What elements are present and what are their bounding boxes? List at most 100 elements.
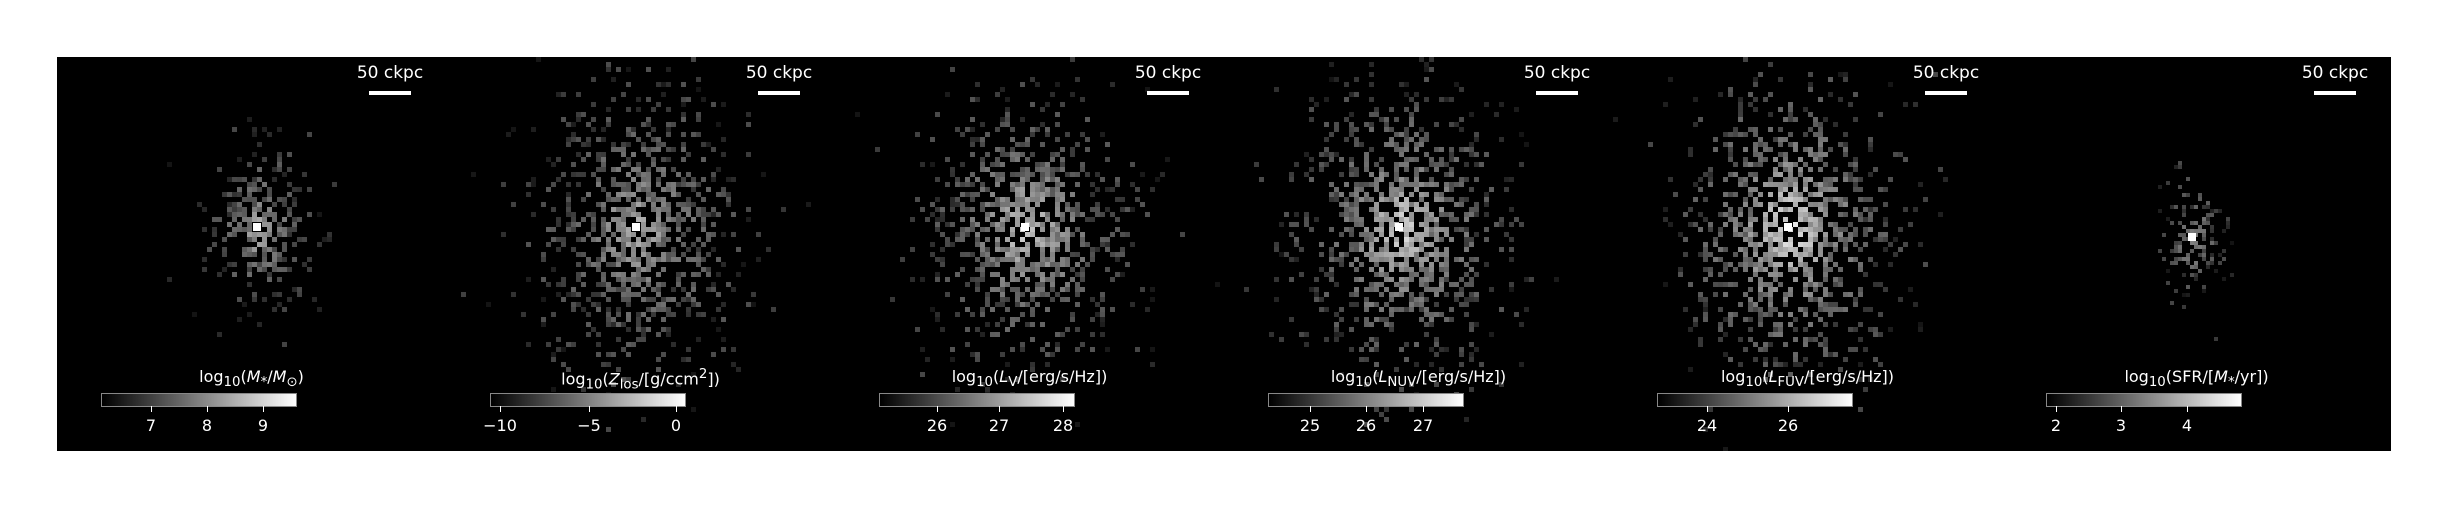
stellar-mass-map bbox=[167, 117, 337, 347]
map-pixel bbox=[1753, 147, 1758, 152]
map-pixel bbox=[1414, 207, 1419, 212]
map-pixel bbox=[1718, 212, 1723, 217]
map-pixel bbox=[257, 242, 262, 247]
map-pixel bbox=[1419, 257, 1424, 262]
map-pixel bbox=[302, 237, 307, 242]
map-pixel bbox=[631, 202, 636, 207]
map-pixel bbox=[1499, 247, 1504, 252]
map-pixel bbox=[1808, 82, 1813, 87]
map-pixel bbox=[1803, 247, 1808, 252]
map-pixel bbox=[1110, 252, 1115, 257]
map-pixel bbox=[1379, 412, 1384, 417]
map-pixel bbox=[1354, 222, 1359, 227]
map-pixel bbox=[1324, 152, 1329, 157]
map-pixel bbox=[1010, 232, 1015, 237]
map-pixel bbox=[1389, 217, 1394, 222]
map-pixel bbox=[656, 227, 661, 232]
colorbar-tick bbox=[1310, 406, 1311, 412]
map-pixel bbox=[636, 97, 641, 102]
map-pixel bbox=[1080, 237, 1085, 242]
map-pixel bbox=[1728, 312, 1733, 317]
map-pixel bbox=[1274, 87, 1279, 92]
map-pixel bbox=[1459, 227, 1464, 232]
map-pixel bbox=[526, 277, 531, 282]
map-pixel bbox=[920, 372, 925, 377]
map-pixel bbox=[292, 202, 297, 207]
map-pixel bbox=[1384, 127, 1389, 132]
map-pixel bbox=[1404, 242, 1409, 247]
map-pixel bbox=[237, 187, 242, 192]
map-pixel bbox=[1359, 197, 1364, 202]
map-pixel bbox=[287, 227, 292, 232]
map-pixel bbox=[287, 267, 292, 272]
map-pixel bbox=[1753, 172, 1758, 177]
map-pixel bbox=[1793, 187, 1798, 192]
map-pixel bbox=[1858, 217, 1863, 222]
map-pixel bbox=[1439, 277, 1444, 282]
map-pixel bbox=[1025, 267, 1030, 272]
map-pixel bbox=[1808, 112, 1813, 117]
map-pixel bbox=[566, 182, 571, 187]
map-pixel bbox=[2202, 249, 2206, 253]
map-pixel bbox=[1105, 237, 1110, 242]
map-pixel bbox=[1384, 212, 1389, 217]
map-pixel bbox=[1005, 297, 1010, 302]
map-pixel bbox=[262, 217, 267, 222]
map-pixel bbox=[641, 147, 646, 152]
map-pixel bbox=[1070, 57, 1075, 62]
map-pixel bbox=[1399, 147, 1404, 152]
map-pixel bbox=[1040, 237, 1045, 242]
map-pixel bbox=[1918, 327, 1923, 332]
map-pixel bbox=[1853, 162, 1858, 167]
map-pixel bbox=[631, 272, 636, 277]
colorbar-tick bbox=[151, 406, 152, 412]
map-pixel bbox=[1843, 247, 1848, 252]
map-pixel bbox=[2182, 237, 2186, 241]
map-pixel bbox=[596, 342, 601, 347]
map-pixel bbox=[1758, 277, 1763, 282]
map-pixel bbox=[646, 317, 651, 322]
map-pixel bbox=[1738, 302, 1743, 307]
map-pixel bbox=[1833, 232, 1838, 237]
map-pixel bbox=[1434, 147, 1439, 152]
map-pixel bbox=[1025, 207, 1030, 212]
map-pixel bbox=[1334, 187, 1339, 192]
map-pixel bbox=[656, 207, 661, 212]
map-pixel bbox=[1873, 167, 1878, 172]
map-pixel bbox=[1364, 167, 1369, 172]
map-pixel bbox=[2202, 257, 2206, 261]
map-pixel bbox=[711, 177, 716, 182]
map-pixel bbox=[990, 212, 995, 217]
map-pixel bbox=[1768, 92, 1773, 97]
map-pixel bbox=[1414, 247, 1419, 252]
map-pixel bbox=[1344, 82, 1349, 87]
map-pixel bbox=[1524, 277, 1529, 282]
map-pixel bbox=[1015, 187, 1020, 192]
map-pixel bbox=[1035, 192, 1040, 197]
map-pixel bbox=[676, 302, 681, 307]
map-pixel bbox=[1374, 182, 1379, 187]
map-pixel bbox=[1424, 77, 1429, 82]
map-pixel bbox=[1015, 212, 1020, 217]
map-pixel bbox=[1364, 382, 1369, 387]
map-pixel bbox=[945, 292, 950, 297]
map-pixel bbox=[1703, 312, 1708, 317]
map-pixel bbox=[531, 127, 536, 132]
map-pixel bbox=[1020, 347, 1025, 352]
map-pixel bbox=[1030, 197, 1035, 202]
map-pixel bbox=[721, 262, 726, 267]
map-pixel bbox=[681, 217, 686, 222]
map-pixel bbox=[1319, 267, 1324, 272]
map-pixel bbox=[1723, 132, 1728, 137]
map-pixel bbox=[1783, 157, 1788, 162]
map-pixel bbox=[1349, 192, 1354, 197]
map-pixel bbox=[471, 172, 476, 177]
map-pixel bbox=[1095, 312, 1100, 317]
map-pixel bbox=[1743, 182, 1748, 187]
map-pixel bbox=[606, 322, 611, 327]
map-pixel bbox=[1439, 97, 1444, 102]
map-pixel bbox=[252, 247, 257, 252]
map-pixel bbox=[1369, 197, 1374, 202]
map-pixel bbox=[1344, 197, 1349, 202]
map-pixel bbox=[546, 187, 551, 192]
